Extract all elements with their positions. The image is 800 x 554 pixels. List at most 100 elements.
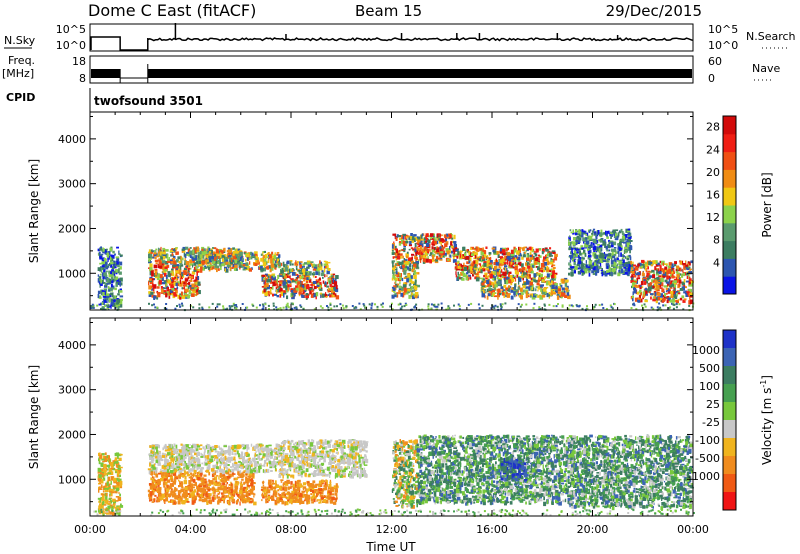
echo-cell [169, 291, 172, 295]
echo-cell [167, 271, 171, 276]
echo-cell [153, 284, 157, 289]
echo-cell [688, 274, 690, 279]
echo-cell [176, 281, 180, 285]
echo-cell [192, 290, 196, 294]
echo-cell [654, 279, 657, 282]
echo-cell [110, 301, 114, 305]
echo-cell [284, 267, 289, 272]
echo-cell [602, 240, 605, 245]
echo-cell [604, 253, 609, 257]
echo-cell [186, 252, 190, 256]
echo-cell [687, 261, 691, 266]
echo-cell [554, 288, 559, 291]
echo-cell [680, 260, 682, 265]
echo-cell [416, 236, 419, 239]
echo-cell [326, 264, 329, 269]
echo-cell [157, 249, 161, 254]
echo-cell [310, 261, 314, 263]
echo-cell [118, 289, 120, 293]
echo-cell [533, 302, 536, 305]
echo-cell [254, 251, 258, 255]
noise-left-tick-top: 10^5 [56, 23, 86, 36]
echo-cell [668, 269, 672, 274]
echo-cell [540, 277, 545, 280]
echo-cell [269, 281, 272, 284]
echo-cell [585, 264, 588, 270]
echo-cell [681, 295, 685, 299]
echo-cell [237, 476, 240, 479]
echo-cell [538, 255, 542, 258]
echo-cell [551, 271, 554, 275]
echo-cell [118, 250, 120, 255]
echo-cell [235, 477, 238, 481]
echo-cell [579, 231, 582, 236]
echo-cell [191, 271, 196, 275]
echo-cell [623, 262, 627, 267]
echo-cell [419, 258, 422, 263]
echo-cell [276, 263, 280, 266]
echo-cell [567, 292, 570, 296]
echo-cell [119, 295, 124, 298]
echo-cell [576, 247, 579, 250]
echo-cell [167, 279, 172, 284]
echo-cell [466, 265, 470, 271]
echo-cell [285, 284, 290, 289]
echo-cell [186, 253, 190, 256]
echo-cell [485, 267, 489, 271]
echo-cell [481, 293, 486, 298]
echo-cell [295, 265, 298, 268]
echo-cell [187, 268, 191, 270]
echo-cell [414, 248, 417, 253]
echo-cell [185, 261, 190, 266]
echo-cell [678, 303, 681, 306]
echo-cell [481, 257, 485, 260]
echo-cell [595, 250, 597, 253]
echo-cell [243, 486, 247, 491]
echo-cell [199, 268, 203, 273]
echo-cell [511, 259, 513, 262]
echo-cell [497, 251, 500, 254]
echo-cell [150, 477, 153, 481]
echo-cell [235, 500, 239, 504]
echo-cell [547, 294, 550, 297]
echo-cell [465, 256, 469, 260]
echo-cell [502, 252, 506, 256]
echo-cell [406, 278, 409, 283]
echo-cell [283, 290, 286, 294]
echo-cell [119, 266, 122, 270]
echo-cell [486, 285, 488, 288]
echo-cell [101, 306, 105, 309]
echo-cell [162, 266, 166, 271]
echo-cell [318, 271, 321, 276]
echo-cell [238, 256, 242, 261]
echo-cell [684, 265, 688, 270]
echo-cell [229, 471, 232, 473]
echo-cell [480, 289, 484, 293]
echo-cell [280, 291, 284, 296]
echo-cell [281, 267, 284, 271]
echo-cell [237, 256, 240, 261]
echo-cell [638, 295, 641, 299]
echo-cell [441, 248, 443, 251]
echo-cell [573, 270, 576, 274]
echo-cell [353, 307, 356, 310]
echo-cell [473, 260, 476, 264]
echo-cell [687, 268, 690, 270]
echo-cell [178, 494, 180, 498]
echo-cell [117, 306, 120, 310]
echo-cell [399, 281, 401, 285]
echo-cell [153, 303, 155, 306]
echo-cell [480, 259, 483, 263]
echo-cell [674, 299, 679, 302]
echo-cell [300, 293, 303, 296]
echo-cell [514, 257, 517, 261]
echo-cell [473, 263, 477, 268]
echo-cell [148, 291, 152, 294]
colorbar-tick-label: 20 [706, 166, 720, 179]
echo-cell [615, 265, 617, 269]
echo-cell [481, 304, 484, 307]
echo-cell [158, 280, 162, 285]
echo-cell [326, 281, 328, 285]
echo-cell [436, 233, 439, 238]
echo-cell [271, 285, 274, 290]
